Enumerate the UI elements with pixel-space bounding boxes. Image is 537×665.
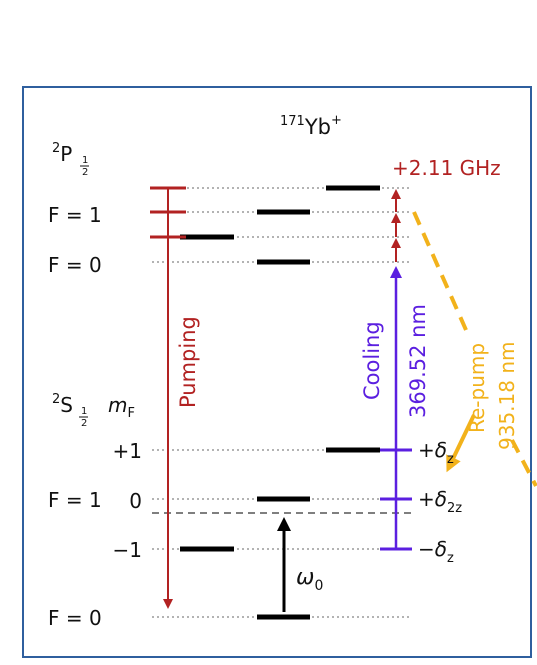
f-label-p1: F = 1: [48, 203, 102, 227]
shift-zero-sub: 2z: [447, 501, 462, 516]
shift-minus: −δz: [418, 537, 454, 566]
repump-arrow: [446, 414, 476, 473]
cooling-wavelength-label: 369.52 nm: [406, 304, 430, 418]
shift-plus-sign: +δ: [418, 438, 447, 462]
omega-symbol: ω: [296, 565, 314, 590]
ion-title: 171Yb+: [280, 113, 342, 139]
energy-levels: [180, 185, 380, 620]
ion-charge: +: [331, 113, 342, 128]
omega-label: ω0: [296, 565, 323, 594]
ion-isotope: 171: [280, 114, 305, 129]
f-label-s1: F = 1: [48, 488, 102, 512]
pumping-label: Pumping: [176, 316, 200, 408]
mf-m: m: [108, 393, 127, 417]
p-term-label: 2P: [52, 141, 72, 166]
mf-value-plus1: +1: [113, 439, 142, 463]
mf-value-0: 0: [129, 489, 142, 513]
s-term-multiplicity: 2: [52, 392, 60, 407]
p-term-j-fraction: 1 2: [80, 155, 89, 178]
repump-beam: [412, 211, 537, 487]
f-label-p0: F = 0: [48, 253, 102, 277]
repump-label: Re-pump: [465, 343, 489, 433]
diagram-frame: [22, 86, 532, 658]
ion-element: Yb: [304, 115, 331, 139]
repump-wavelength-label: 935.18 nm: [495, 342, 519, 451]
s-term-j-fraction: 1 2: [79, 406, 88, 429]
shift-minus-sub: z: [447, 551, 454, 566]
f-label-s0: F = 0: [48, 606, 102, 630]
splitting-label: +2.11 GHz: [392, 156, 501, 180]
mf-value-minus1: −1: [113, 538, 142, 562]
p-j-denominator: 2: [82, 167, 88, 178]
p-term-multiplicity: 2: [52, 141, 60, 156]
repump-line-lower: [510, 439, 537, 487]
shift-zero: +δ2z: [418, 487, 462, 516]
cooling-beam: [380, 266, 412, 551]
mf-sub: F: [127, 406, 134, 421]
shift-plus-sub: z: [447, 452, 454, 467]
shift-plus: +δz: [418, 438, 454, 467]
s-j-numerator: 1: [81, 406, 87, 417]
s-j-denominator: 2: [81, 418, 87, 429]
pumping-beam: [150, 186, 186, 609]
cooling-label: Cooling: [360, 321, 384, 400]
s-term-label: 2S: [52, 392, 73, 417]
s-term-letter: S: [60, 393, 73, 417]
omega-sub: 0: [314, 578, 323, 594]
p-term-letter: P: [60, 142, 72, 166]
shift-minus-sign: −δ: [418, 537, 447, 561]
p-j-numerator: 1: [82, 155, 88, 166]
shift-zero-sign: +δ: [418, 487, 447, 511]
mf-label: mF: [108, 393, 135, 421]
